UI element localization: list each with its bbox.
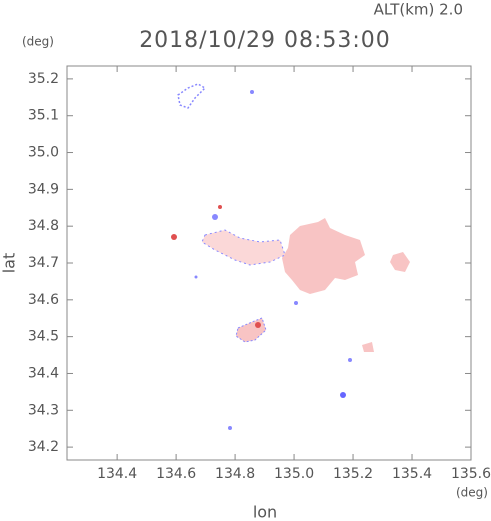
x-axis-label: lon bbox=[253, 503, 277, 521]
echo-cell bbox=[250, 90, 254, 94]
y-tick-label: 34.8 bbox=[28, 218, 59, 234]
echo-cell bbox=[255, 322, 261, 328]
y-tick-label: 34.4 bbox=[28, 365, 59, 381]
y-tick-label: 35.0 bbox=[28, 145, 59, 161]
y-tick-label: 34.5 bbox=[28, 329, 59, 345]
y-tick-label: 34.2 bbox=[28, 439, 59, 455]
x-tick-label: 135.2 bbox=[333, 466, 373, 482]
echo-cell bbox=[194, 275, 198, 279]
y-unit: (deg) bbox=[22, 35, 54, 49]
echo-region bbox=[390, 252, 410, 272]
echo-cell bbox=[340, 392, 346, 398]
x-tick-label: 134.4 bbox=[97, 466, 137, 482]
y-tick-label: 34.9 bbox=[28, 181, 59, 197]
echo-cell bbox=[294, 301, 298, 305]
altitude-label: ALT(km) 2.0 bbox=[374, 1, 463, 19]
x-unit: (deg) bbox=[456, 486, 488, 500]
plot-frame bbox=[66, 65, 472, 461]
chart-title: 2018/10/29 08:53:00 bbox=[139, 28, 391, 53]
x-tick-label: 135.0 bbox=[274, 466, 314, 482]
echo-cell bbox=[218, 205, 222, 209]
echo-cell bbox=[228, 426, 232, 430]
echo-field bbox=[171, 83, 410, 430]
y-tick-label: 34.7 bbox=[28, 255, 59, 271]
y-tick-label: 34.6 bbox=[28, 292, 59, 308]
echo-region bbox=[235, 317, 267, 343]
y-tick-label: 34.3 bbox=[28, 402, 59, 418]
echo-region bbox=[362, 342, 374, 352]
echo-cell bbox=[348, 358, 352, 362]
x-tick-label: 135.4 bbox=[392, 466, 432, 482]
echo-region bbox=[177, 83, 207, 109]
x-tick-label: 134.8 bbox=[215, 466, 255, 482]
y-tick-label: 35.2 bbox=[28, 71, 59, 87]
x-tick-label: 135.6 bbox=[451, 466, 491, 482]
y-axis-label: lat bbox=[0, 253, 19, 274]
echo-cell bbox=[212, 214, 218, 220]
echo-region bbox=[282, 218, 365, 294]
echo-cell bbox=[171, 234, 177, 240]
echo-region bbox=[201, 229, 286, 266]
y-tick-label: 35.1 bbox=[28, 108, 59, 124]
x-tick-label: 134.6 bbox=[156, 466, 196, 482]
